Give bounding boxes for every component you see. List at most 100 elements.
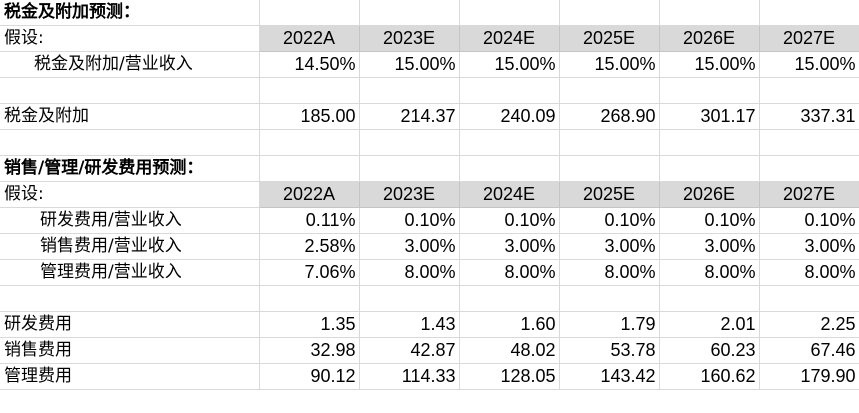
value-cell[interactable]: 90.12 xyxy=(259,363,360,390)
value-cell[interactable]: 0.10% xyxy=(359,207,460,234)
year-header[interactable]: 2024E xyxy=(459,25,560,53)
cell[interactable] xyxy=(0,129,260,156)
row-label[interactable]: 管理费用 xyxy=(0,363,260,390)
year-header[interactable]: 2026E xyxy=(659,181,760,208)
value-cell[interactable]: 2.01 xyxy=(659,311,760,338)
value-cell[interactable]: 15.00% xyxy=(359,51,460,79)
section-title[interactable]: 销售/管理/研发费用预测： xyxy=(0,155,260,182)
cell[interactable] xyxy=(759,155,859,182)
value-cell[interactable]: 1.79 xyxy=(559,311,660,338)
value-cell[interactable]: 15.00% xyxy=(559,51,660,79)
value-cell[interactable]: 1.43 xyxy=(359,311,460,338)
cell[interactable] xyxy=(459,285,560,312)
year-header[interactable]: 2026E xyxy=(659,25,760,53)
cell[interactable] xyxy=(259,129,360,156)
section-title[interactable]: 税金及附加预测： xyxy=(0,0,260,27)
cell[interactable] xyxy=(659,285,760,312)
value-cell[interactable]: 8.00% xyxy=(759,259,859,286)
value-cell[interactable]: 0.10% xyxy=(659,207,760,234)
cell[interactable] xyxy=(459,0,560,27)
year-header[interactable]: 2023E xyxy=(359,25,460,53)
cell[interactable] xyxy=(659,77,760,105)
cell[interactable] xyxy=(359,129,460,156)
value-cell[interactable]: 240.09 xyxy=(459,103,560,131)
value-cell[interactable]: 301.17 xyxy=(659,103,760,131)
assumption-label[interactable]: 假设: xyxy=(0,25,260,53)
value-cell[interactable]: 8.00% xyxy=(559,259,660,286)
value-cell[interactable]: 3.00% xyxy=(459,233,560,260)
value-cell[interactable]: 1.35 xyxy=(259,311,360,338)
value-cell[interactable]: 114.33 xyxy=(359,363,460,390)
cell[interactable] xyxy=(0,285,260,312)
value-cell[interactable]: 8.00% xyxy=(659,259,760,286)
cell[interactable] xyxy=(559,129,660,156)
value-cell[interactable]: 0.10% xyxy=(759,207,859,234)
cell[interactable] xyxy=(259,0,360,27)
value-cell[interactable]: 3.00% xyxy=(759,233,859,260)
year-header[interactable]: 2027E xyxy=(759,181,859,208)
value-cell[interactable]: 60.23 xyxy=(659,337,760,364)
value-cell[interactable]: 32.98 xyxy=(259,337,360,364)
value-cell[interactable]: 8.00% xyxy=(359,259,460,286)
cell[interactable] xyxy=(359,77,460,105)
value-cell[interactable]: 42.87 xyxy=(359,337,460,364)
cell[interactable] xyxy=(459,77,560,105)
cell[interactable] xyxy=(659,0,760,27)
value-cell[interactable]: 179.90 xyxy=(759,363,859,390)
row-label[interactable]: 税金及附加 xyxy=(0,103,260,131)
value-cell[interactable]: 160.62 xyxy=(659,363,760,390)
value-cell[interactable]: 2.25 xyxy=(759,311,859,338)
year-header[interactable]: 2022A xyxy=(259,25,360,53)
year-header[interactable]: 2027E xyxy=(759,25,859,53)
cell[interactable] xyxy=(259,155,360,182)
value-cell[interactable]: 214.37 xyxy=(359,103,460,131)
value-cell[interactable]: 3.00% xyxy=(559,233,660,260)
cell[interactable] xyxy=(459,155,560,182)
value-cell[interactable]: 2.58% xyxy=(259,233,360,260)
value-cell[interactable]: 3.00% xyxy=(359,233,460,260)
value-cell[interactable]: 3.00% xyxy=(659,233,760,260)
value-cell[interactable]: 14.50% xyxy=(259,51,360,79)
value-cell[interactable]: 0.11% xyxy=(259,207,360,234)
year-header[interactable]: 2024E xyxy=(459,181,560,208)
cell[interactable] xyxy=(459,129,560,156)
cell[interactable] xyxy=(259,77,360,105)
cell[interactable] xyxy=(759,129,859,156)
cell[interactable] xyxy=(659,155,760,182)
value-cell[interactable]: 15.00% xyxy=(659,51,760,79)
cell[interactable] xyxy=(359,285,460,312)
cell[interactable] xyxy=(0,77,260,105)
cell[interactable] xyxy=(559,285,660,312)
row-label[interactable]: 管理费用/营业收入 xyxy=(0,259,260,286)
value-cell[interactable]: 128.05 xyxy=(459,363,560,390)
row-label[interactable]: 税金及附加/营业收入 xyxy=(0,51,260,79)
value-cell[interactable]: 185.00 xyxy=(259,103,360,131)
row-label[interactable]: 销售费用/营业收入 xyxy=(0,233,260,260)
value-cell[interactable]: 53.78 xyxy=(559,337,660,364)
value-cell[interactable]: 15.00% xyxy=(759,51,859,79)
row-label[interactable]: 销售费用 xyxy=(0,337,260,364)
cell[interactable] xyxy=(359,155,460,182)
cell[interactable] xyxy=(359,0,460,27)
year-header[interactable]: 2022A xyxy=(259,181,360,208)
value-cell[interactable]: 0.10% xyxy=(459,207,560,234)
cell[interactable] xyxy=(759,0,859,27)
year-header[interactable]: 2025E xyxy=(559,25,660,53)
cell[interactable] xyxy=(659,129,760,156)
value-cell[interactable]: 337.31 xyxy=(759,103,859,131)
cell[interactable] xyxy=(559,0,660,27)
value-cell[interactable]: 1.60 xyxy=(459,311,560,338)
value-cell[interactable]: 48.02 xyxy=(459,337,560,364)
cell[interactable] xyxy=(759,285,859,312)
year-header[interactable]: 2025E xyxy=(559,181,660,208)
value-cell[interactable]: 7.06% xyxy=(259,259,360,286)
value-cell[interactable]: 15.00% xyxy=(459,51,560,79)
cell[interactable] xyxy=(259,285,360,312)
value-cell[interactable]: 8.00% xyxy=(459,259,560,286)
cell[interactable] xyxy=(559,77,660,105)
cell[interactable] xyxy=(559,155,660,182)
year-header[interactable]: 2023E xyxy=(359,181,460,208)
row-label[interactable]: 研发费用 xyxy=(0,311,260,338)
row-label[interactable]: 研发费用/营业收入 xyxy=(0,207,260,234)
assumption-label[interactable]: 假设: xyxy=(0,181,260,208)
